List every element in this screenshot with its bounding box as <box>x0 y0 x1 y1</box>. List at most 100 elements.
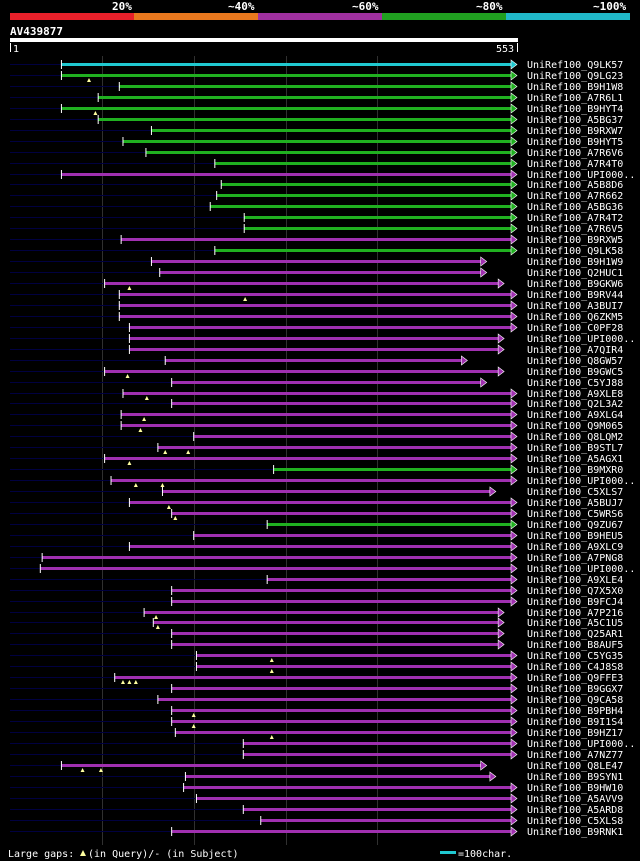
hit-label[interactable]: UniRef100_A5BG37 <box>527 115 623 126</box>
query-bar <box>10 38 518 42</box>
hit-label[interactable]: UniRef100_UPI000.. <box>527 170 635 181</box>
hit-label[interactable]: UniRef100_C4J8S8 <box>527 662 623 673</box>
hit-label[interactable]: UniRef100_Q6ZKM5 <box>527 312 623 323</box>
hit-label[interactable]: UniRef100_Q9ZU67 <box>527 520 623 531</box>
hit-row: UniRef100_C0PF28 <box>10 322 623 334</box>
hit-arrow-icon <box>510 694 518 705</box>
hit-label[interactable]: UniRef100_Q9LG23 <box>527 71 623 82</box>
hit-arrow-icon <box>510 782 518 793</box>
hit-row: UniRef100_Q8LE47 <box>10 760 623 772</box>
hit-label[interactable]: UniRef100_A3BUI7 <box>527 301 623 312</box>
hit-label[interactable]: UniRef100_B9HEU5 <box>527 531 623 542</box>
hit-label[interactable]: UniRef100_C5YG35 <box>527 651 623 662</box>
hit-bar <box>214 249 512 252</box>
hit-label[interactable]: UniRef100_B9H1W8 <box>527 82 623 93</box>
hit-label[interactable]: UniRef100_A9XLE4 <box>527 575 623 586</box>
hit-label[interactable]: UniRef100_A7NZ77 <box>527 750 623 761</box>
hit-label[interactable]: UniRef100_UPI000.. <box>527 564 635 575</box>
hit-label[interactable]: UniRef100_A5BUJ7 <box>527 498 623 509</box>
hit-label[interactable]: UniRef100_B9GGX7 <box>527 684 623 695</box>
query-gap-triangle-icon <box>127 286 132 290</box>
hit-label[interactable]: UniRef100_A9XLE8 <box>527 389 623 400</box>
hit-row: UniRef100_A5AVV9 <box>10 793 623 805</box>
hit-label[interactable]: UniRef100_A5B8D6 <box>527 180 623 191</box>
hit-label[interactable]: UniRef100_A7R6L1 <box>527 93 623 104</box>
hit-rows: UniRef100_Q9LK57UniRef100_Q9LG23UniRef10… <box>10 59 635 838</box>
hit-label[interactable]: UniRef100_A5ARD8 <box>527 805 623 816</box>
hit-row: UniRef100_Q9LK58 <box>10 245 623 257</box>
hit-label[interactable]: UniRef100_Q9LK57 <box>527 60 623 71</box>
hit-label[interactable]: UniRef100_Q9CA58 <box>527 695 623 706</box>
hit-label[interactable]: UniRef100_B9MXR0 <box>527 465 623 476</box>
hit-label[interactable]: UniRef100_Q7X5X0 <box>527 586 623 597</box>
hit-row: UniRef100_Q25AR1 <box>10 628 623 640</box>
hit-label[interactable]: UniRef100_B9RXW7 <box>527 126 623 137</box>
hit-label[interactable]: UniRef100_A5AGX1 <box>527 454 623 465</box>
hit-label[interactable]: UniRef100_B9RV44 <box>527 290 623 301</box>
hit-label[interactable]: UniRef100_A7R6V5 <box>527 224 623 235</box>
hit-bar <box>157 446 512 449</box>
hit-label[interactable]: UniRef100_Q9LK58 <box>527 246 623 257</box>
hit-label[interactable]: UniRef100_B9SYN1 <box>527 772 623 783</box>
hit-label[interactable]: UniRef100_A5AVV9 <box>527 794 623 805</box>
hit-label[interactable]: UniRef100_B9HZ17 <box>527 728 623 739</box>
hit-label[interactable]: UniRef100_Q8LQM2 <box>527 432 623 443</box>
hit-label[interactable]: UniRef100_A7PNG8 <box>527 553 623 564</box>
hit-label[interactable]: UniRef100_UPI000.. <box>527 476 635 487</box>
hit-label[interactable]: UniRef100_A5C1U5 <box>527 618 623 629</box>
hit-label[interactable]: UniRef100_B9HW10 <box>527 783 623 794</box>
hit-label[interactable]: UniRef100_B9STL7 <box>527 443 623 454</box>
hit-label[interactable]: UniRef100_B9RNK1 <box>527 827 623 838</box>
hit-row: UniRef100_C5YJ88 <box>10 377 623 389</box>
hit-label[interactable]: UniRef100_A7P216 <box>527 608 623 619</box>
hit-label[interactable]: UniRef100_UPI000.. <box>527 334 635 345</box>
hit-label[interactable]: UniRef100_B9GWC5 <box>527 367 623 378</box>
hit-label[interactable]: UniRef100_A7R6V6 <box>527 148 623 159</box>
hit-label[interactable]: UniRef100_Q8LE47 <box>527 761 623 772</box>
hit-label[interactable]: UniRef100_C0PF28 <box>527 323 623 334</box>
hit-label[interactable]: UniRef100_Q2L3A2 <box>527 399 623 410</box>
hit-label[interactable]: UniRef100_B9I1S4 <box>527 717 623 728</box>
hit-label[interactable]: UniRef100_B9H1W9 <box>527 257 623 268</box>
hit-label[interactable]: UniRef100_C5XLS7 <box>527 487 623 498</box>
hit-label[interactable]: UniRef100_C5WRS6 <box>527 509 623 520</box>
hit-label[interactable]: UniRef100_Q2HUC1 <box>527 268 623 279</box>
hit-label[interactable]: UniRef100_B9HYT5 <box>527 137 623 148</box>
hit-row: UniRef100_A9XLE4 <box>10 574 623 586</box>
hit-label[interactable]: UniRef100_B8AUF5 <box>527 640 623 651</box>
hit-label[interactable]: UniRef100_A9XLC9 <box>527 542 623 553</box>
hit-arrow-icon <box>510 223 518 234</box>
hit-label[interactable]: UniRef100_B9FCJ4 <box>527 597 623 608</box>
hit-label[interactable]: UniRef100_A7R662 <box>527 191 623 202</box>
hit-label[interactable]: UniRef100_Q9M065 <box>527 421 623 432</box>
hit-label[interactable]: UniRef100_A7R4T2 <box>527 213 623 224</box>
hit-row: UniRef100_Q9ZU67 <box>10 519 623 531</box>
hit-label[interactable]: UniRef100_Q9FFE3 <box>527 673 623 684</box>
hit-label[interactable]: UniRef100_B9GKW6 <box>527 279 623 290</box>
hit-label[interactable]: UniRef100_UPI000.. <box>527 739 635 750</box>
hit-bar <box>121 424 513 427</box>
hit-row: UniRef100_B9HW10 <box>10 782 623 794</box>
hit-label[interactable]: UniRef100_A7R4T0 <box>527 159 623 170</box>
query-gap-triangle-icon <box>269 658 274 662</box>
hit-label[interactable]: UniRef100_A7QIR4 <box>527 345 623 356</box>
hit-arrow-icon <box>510 563 518 574</box>
hit-label[interactable]: UniRef100_C5YJ88 <box>527 378 623 389</box>
hit-label[interactable]: UniRef100_C5XLS8 <box>527 816 623 827</box>
hit-row: UniRef100_A7NZ77 <box>10 749 623 761</box>
hit-label[interactable]: UniRef100_Q25AR1 <box>527 629 623 640</box>
hit-label[interactable]: UniRef100_Q8GW57 <box>527 356 623 367</box>
hit-arrow-icon <box>510 201 518 212</box>
hit-label[interactable]: UniRef100_B9PBH4 <box>527 706 623 717</box>
hit-row: UniRef100_B9RV44 <box>10 289 623 301</box>
hit-label[interactable]: UniRef100_A5BG36 <box>527 202 623 213</box>
hit-row: UniRef100_B9HYT5 <box>10 136 623 148</box>
hit-arrow-icon <box>510 661 518 672</box>
hit-arrow-icon <box>461 355 468 366</box>
hit-label[interactable]: UniRef100_B9HYT4 <box>527 104 623 115</box>
hit-row: UniRef100_Q9M065 <box>10 420 623 432</box>
hit-arrow-icon <box>510 158 518 169</box>
hit-label[interactable]: UniRef100_B9RXW5 <box>527 235 623 246</box>
hit-label[interactable]: UniRef100_A9XLG4 <box>527 410 623 421</box>
